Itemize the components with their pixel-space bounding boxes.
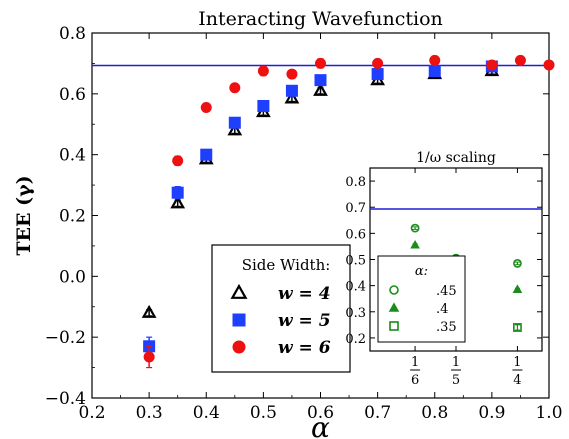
inset-x-tick-denominator: 4: [513, 373, 521, 388]
data-point: [172, 155, 184, 167]
data-point: [486, 59, 498, 71]
data-point: [171, 186, 184, 199]
inset-legend-label: .45: [436, 284, 457, 299]
inset-y-tick-label: 0.3: [345, 306, 366, 321]
legend-label: w = 4: [278, 284, 331, 304]
data-point: [257, 65, 269, 77]
data-point: [141, 304, 157, 318]
data-point: [170, 195, 186, 209]
inset-y-tick-label: 0.6: [345, 227, 366, 242]
legend-marker: [232, 313, 246, 327]
y-tick-label: −0.4: [45, 389, 86, 409]
inset-data-point: [513, 259, 522, 268]
x-tick-label: 0.4: [193, 403, 220, 423]
inset-data-point: [410, 239, 420, 249]
legend-title: Side Width:: [242, 256, 331, 274]
x-axis-label: α: [311, 411, 330, 439]
inset-y-tick-label: 0.8: [345, 175, 366, 190]
y-tick-label: 0.8: [59, 24, 86, 44]
inset-x-tick-numerator: 1: [411, 355, 419, 370]
y-tick-label: 0.0: [59, 267, 86, 287]
x-tick-label: 0.9: [478, 403, 505, 423]
data-point: [286, 68, 298, 80]
data-point: [372, 57, 384, 69]
x-tick-label: 1.0: [535, 403, 562, 423]
legend-marker: [230, 283, 248, 299]
x-tick-label: 0.3: [136, 403, 163, 423]
inset-legend-title: α:: [415, 264, 428, 279]
inset-legend-label: .4: [436, 302, 448, 317]
x-tick-label: 0.5: [250, 403, 277, 423]
inset-title: 1/ω scaling: [416, 150, 496, 166]
data-point: [428, 65, 441, 78]
legend-marker: [232, 340, 246, 354]
x-tick-label: 0.2: [78, 403, 105, 423]
y-tick-label: −0.2: [45, 328, 86, 348]
inset-data-point: [512, 284, 523, 293]
data-point: [228, 116, 241, 129]
inset-legend-box: [377, 255, 466, 343]
data-point: [227, 122, 243, 136]
inset-legend-marker: [389, 285, 399, 295]
inset-data-point: [410, 223, 420, 233]
data-point: [371, 68, 384, 81]
inset-y-tick-label: 0.5: [345, 254, 366, 269]
data-point: [314, 74, 327, 87]
y-tick-label: 0.2: [59, 207, 86, 227]
data-point: [429, 54, 441, 66]
inset-plot: 1/ω scaling 0.2 0.3 0.4 0.5 0.6 0.7 0.8 1 6 1 5 1 4 α:…: [345, 150, 543, 388]
inset-x-tick-numerator: 1: [513, 355, 521, 370]
inset-x-tick-denominator: 6: [411, 373, 419, 388]
data-point: [514, 54, 526, 66]
data-point: [543, 59, 555, 71]
series-3: [143, 54, 555, 369]
data-point: [257, 100, 270, 112]
y-tick-label: 0.6: [59, 85, 86, 105]
inset-legend-marker: [389, 321, 399, 331]
chart-title: Interacting Wavefunction: [198, 8, 443, 30]
y-axis-label: TEE (γ): [13, 175, 35, 255]
data-point: [284, 90, 300, 104]
inset-data-point: [513, 323, 522, 332]
data-point: [200, 102, 212, 114]
x-tick-label: 0.6: [307, 403, 334, 423]
data-point: [200, 148, 213, 161]
y-tick-label: 0.4: [59, 146, 86, 166]
data-point: [229, 82, 241, 94]
data-point: [313, 82, 328, 96]
x-tick-label: 0.8: [421, 403, 448, 423]
x-tick-label: 0.7: [364, 403, 391, 423]
legend-label: w = 5: [278, 311, 331, 331]
data-point: [143, 351, 155, 363]
inset-legend-label: .35: [436, 320, 457, 335]
inset-legend-marker: [388, 302, 400, 312]
main-plot: 0.2 0.3 0.4 0.5 0.6 0.7 0.8 0.9 1.0 −0.4 −0.2 0.0 0.…: [13, 8, 563, 439]
legend-label: w = 6: [278, 338, 331, 358]
inset-y-tick-label: 0.4: [345, 280, 366, 295]
inset-x-tick-numerator: 1: [452, 355, 460, 370]
data-point: [285, 84, 298, 97]
data-point: [315, 57, 326, 69]
inset-y-tick-label: 0.7: [345, 201, 366, 216]
inset-y-tick-label: 0.2: [345, 332, 366, 347]
inset-x-tick-denominator: 5: [452, 373, 460, 388]
